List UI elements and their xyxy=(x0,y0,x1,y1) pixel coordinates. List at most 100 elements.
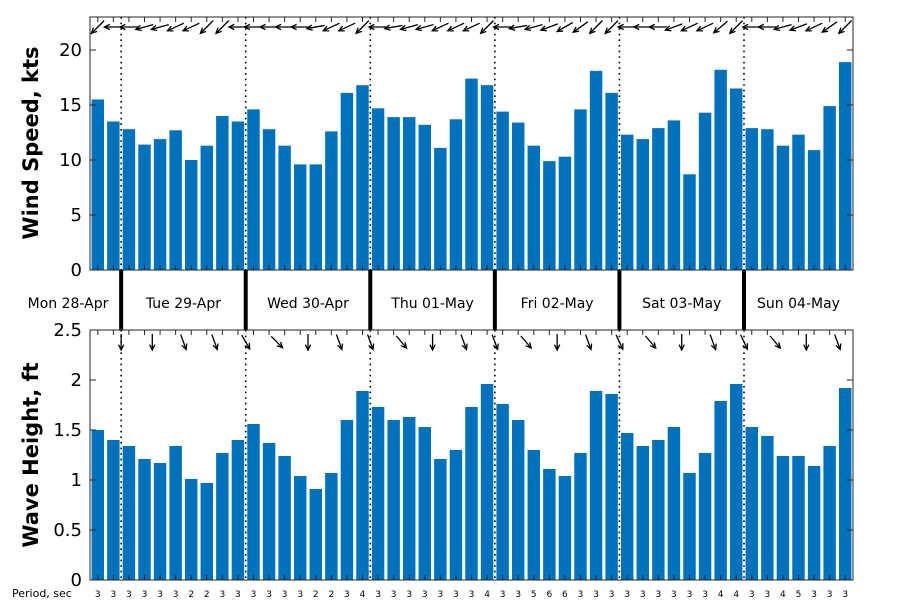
arrow-shaft xyxy=(615,334,624,350)
wind-direction-arrow xyxy=(414,24,434,32)
period-value: 3 xyxy=(251,590,257,600)
bar xyxy=(605,92,618,271)
arrow-shaft xyxy=(182,22,200,32)
bar xyxy=(122,446,136,580)
arrow-head xyxy=(479,27,487,35)
wind-direction-arrow xyxy=(367,23,388,31)
period-value: 4 xyxy=(360,590,366,600)
arrow-head xyxy=(664,25,672,32)
arrow-head xyxy=(679,25,688,32)
wave-direction-arrow xyxy=(553,334,561,352)
y-tick-label: 5 xyxy=(71,205,82,226)
bar xyxy=(683,473,696,580)
arrow-head xyxy=(355,27,363,35)
wave-direction-arrow xyxy=(834,334,842,351)
bar xyxy=(527,145,541,270)
wave-direction-arrow xyxy=(180,334,188,351)
arrow-head xyxy=(742,343,749,351)
bar xyxy=(511,122,525,270)
bar xyxy=(278,456,291,580)
bar xyxy=(449,119,463,270)
period-value: 6 xyxy=(562,590,568,600)
bar xyxy=(465,407,478,580)
period-value: 3 xyxy=(344,590,350,600)
arrow-head xyxy=(788,25,797,32)
arrow-shaft xyxy=(789,23,808,31)
arrow-shaft xyxy=(524,24,543,30)
bar xyxy=(761,129,774,270)
period-value: 3 xyxy=(764,590,770,600)
bar xyxy=(247,109,260,271)
period-value: 4 xyxy=(484,590,490,600)
wind-direction-arrow xyxy=(772,24,792,32)
wave-direction-arrow xyxy=(211,334,219,351)
bar xyxy=(402,417,416,580)
arrow-shaft xyxy=(713,20,728,34)
wave-direction-arrow xyxy=(615,334,624,351)
period-value: 4 xyxy=(733,590,739,600)
arrow-head xyxy=(525,342,533,350)
period-value: 5 xyxy=(796,590,802,600)
wind-direction-arrow xyxy=(507,24,528,31)
day-label: Tue 29-Apr xyxy=(145,296,221,312)
y-axis-label: Wave Height, ft xyxy=(19,362,43,547)
arrow-head xyxy=(741,23,749,31)
y-tick-label: 0 xyxy=(71,260,82,281)
bar xyxy=(200,145,214,270)
wind-direction-arrow xyxy=(728,20,744,35)
bar xyxy=(574,453,587,580)
arrow-head xyxy=(756,23,765,31)
wind-direction-arrow xyxy=(149,24,169,32)
period-value: 3 xyxy=(126,590,132,600)
arrow-head xyxy=(149,344,156,352)
arrow-shaft xyxy=(447,22,465,32)
arrow-shaft xyxy=(400,24,419,30)
arrow-head xyxy=(118,23,126,31)
period-value: 5 xyxy=(531,590,537,600)
arrow-head xyxy=(837,27,845,35)
wind-direction-arrow xyxy=(166,22,185,32)
arrow-shaft xyxy=(520,335,532,349)
arrow-head xyxy=(258,23,266,31)
arrow-head xyxy=(181,25,190,32)
arrow-head xyxy=(461,343,468,351)
period-value: 3 xyxy=(687,590,693,600)
bar xyxy=(745,427,759,580)
period-value: 3 xyxy=(173,590,179,600)
bar xyxy=(480,85,494,270)
bar xyxy=(729,384,743,580)
arrow-head xyxy=(149,24,158,32)
arrow-head xyxy=(821,26,829,34)
bar xyxy=(107,121,120,270)
bar xyxy=(838,388,852,580)
bar xyxy=(714,69,727,270)
bar xyxy=(558,476,572,580)
wind-direction-arrow xyxy=(289,23,310,31)
bar xyxy=(792,456,805,580)
wind-direction-arrow xyxy=(588,20,603,35)
arrow-shaft xyxy=(665,23,683,31)
arrow-head xyxy=(604,27,612,35)
period-value: 2 xyxy=(328,590,334,600)
arrow-head xyxy=(804,25,812,32)
period-value: 4 xyxy=(780,590,786,600)
arrow-head xyxy=(728,27,736,35)
period-value: 3 xyxy=(671,590,677,600)
bar xyxy=(107,440,120,580)
arrow-shaft xyxy=(415,24,434,30)
arrow-head xyxy=(414,24,423,32)
y-tick-label: 0.5 xyxy=(53,520,82,541)
period-value: 3 xyxy=(110,590,116,600)
arrow-head xyxy=(274,23,282,31)
bar xyxy=(278,145,291,270)
arrow-shaft xyxy=(805,22,823,32)
bar xyxy=(325,131,338,270)
arrow-head xyxy=(212,343,219,351)
arrow-head xyxy=(430,25,439,32)
wind-direction-arrow xyxy=(712,20,728,34)
arrow-head xyxy=(102,23,111,31)
period-value: 3 xyxy=(142,590,148,600)
bar xyxy=(838,62,852,270)
